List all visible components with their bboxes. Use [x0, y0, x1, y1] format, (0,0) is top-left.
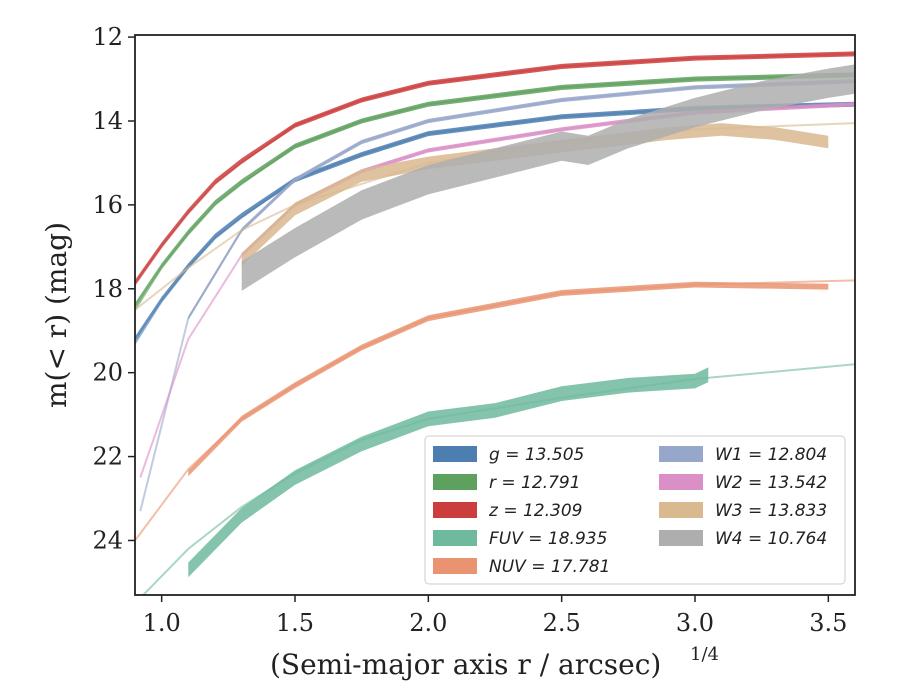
series-band-W4	[241, 64, 855, 291]
x-axis-label-group: (Semi-major axis r / arcsec) 1/4	[270, 644, 719, 681]
y-axis-label: m(< r) (mag)	[40, 222, 73, 408]
legend-label: z = 12.309	[488, 501, 582, 521]
legend-swatch	[433, 558, 477, 574]
series-W4	[241, 64, 855, 291]
series-band-W2	[241, 102, 855, 258]
legend-swatch	[659, 446, 703, 462]
series-W1	[139, 79, 855, 512]
legend-swatch	[433, 474, 477, 490]
series-model-W1	[139, 80, 855, 512]
x-tick-label: 1.5	[276, 609, 314, 637]
legend-swatch	[433, 530, 477, 546]
legend-label: W1 = 12.804	[715, 445, 827, 465]
x-tick-label: 3.5	[809, 609, 847, 637]
x-tick-label: 1.0	[143, 609, 181, 637]
x-tick-label: 3.0	[676, 609, 714, 637]
series-z	[135, 51, 855, 286]
ticks-layer: 1.0 1.5 2.0 2.5 3.0 3.5 12 14 16 18 20 22 24	[92, 23, 847, 637]
y-tick-label: 18	[92, 275, 123, 303]
legend-item-NUV: NUV = 17.781	[433, 557, 610, 577]
plot-frame	[134, 34, 856, 596]
legend-label: NUV = 17.781	[489, 557, 610, 577]
legend-item-g: g = 13.505	[433, 445, 584, 465]
y-tick-label: 16	[92, 191, 123, 219]
legend-item-r: r = 12.791	[433, 473, 581, 493]
series-r	[135, 72, 855, 311]
legend-label: g = 13.505	[489, 445, 584, 465]
x-tick-label: 2.0	[409, 609, 447, 637]
x-axis-label: (Semi-major axis r / arcsec)	[270, 648, 661, 681]
series-NUV	[135, 279, 855, 542]
legend-swatch	[659, 530, 703, 546]
legend-swatch	[433, 502, 477, 518]
x-axis-label-exponent: 1/4	[690, 644, 719, 665]
y-tick-label: 24	[92, 526, 123, 554]
series-FUV	[141, 363, 855, 595]
legend-box	[424, 435, 846, 585]
legend: g = 13.505 r = 12.791 z = 12.309 FUV = 18.9…	[424, 435, 846, 585]
series-band-FUV	[188, 367, 709, 578]
legend-item-FUV: FUV = 18.935	[433, 529, 607, 549]
legend-label: W2 = 13.542	[715, 473, 827, 493]
legend-label: r = 12.791	[489, 473, 581, 493]
series-model-NUV	[135, 279, 855, 542]
legend-item-W3: W3 = 13.833	[659, 501, 827, 521]
y-tick-label: 22	[92, 443, 123, 471]
legend-item-W2: W2 = 13.542	[659, 473, 827, 493]
y-tick-label: 14	[92, 107, 123, 135]
legend-label: W3 = 13.833	[715, 501, 827, 521]
series-model-r	[135, 73, 855, 311]
legend-item-W1: W1 = 12.804	[659, 445, 827, 465]
legend-swatch	[433, 446, 477, 462]
series-model-FUV	[141, 363, 855, 595]
series-layer	[135, 51, 855, 595]
legend-item-W4: W4 = 10.764	[659, 529, 827, 549]
legend-label: FUV = 18.935	[489, 529, 607, 549]
y-tick-label: 12	[92, 23, 123, 51]
legend-item-z: z = 12.309	[433, 501, 582, 521]
legend-label: W4 = 10.764	[715, 529, 827, 549]
x-tick-label: 2.5	[543, 609, 581, 637]
legend-swatch	[659, 474, 703, 490]
y-tick-label: 20	[92, 359, 123, 387]
legend-swatch	[659, 502, 703, 518]
series-model-z	[135, 52, 855, 286]
